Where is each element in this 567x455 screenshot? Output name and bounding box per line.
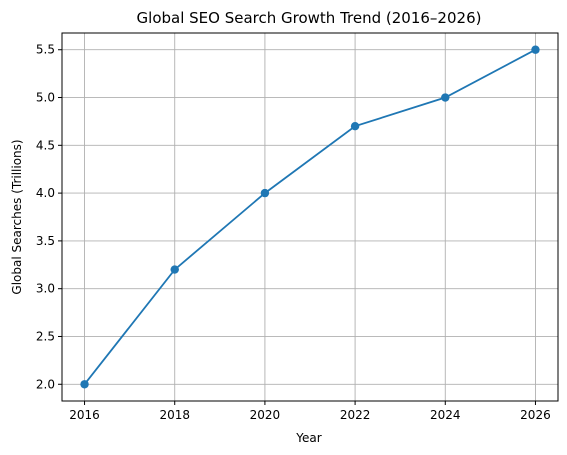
y-tick-label: 2.5 [36, 329, 55, 343]
series-line [83, 48, 536, 385]
data-point [260, 188, 270, 198]
y-tick-label: 3.5 [36, 234, 55, 248]
y-tick-label: 5.0 [36, 91, 55, 105]
y-tick-label: 4.0 [36, 186, 55, 200]
plot-frame [61, 32, 559, 402]
data-point [350, 121, 360, 131]
data-point [170, 265, 179, 274]
x-tick-label: 2020 [250, 408, 281, 422]
data-point [80, 380, 89, 389]
x-axis-label: Year [295, 431, 321, 445]
data-point [531, 45, 540, 54]
y-tick-label: 5.5 [36, 43, 55, 57]
chart-title: Global SEO Search Growth Trend (2016–202… [137, 9, 482, 27]
x-tick-label: 2026 [520, 408, 551, 422]
grid [62, 33, 558, 401]
plot-series [80, 45, 540, 389]
data-point [441, 93, 450, 102]
x-tick-label: 2022 [340, 408, 371, 422]
x-axis-ticks: 2016 2018 2020 2022 2024 2026 [69, 401, 551, 422]
y-tick-label: 4.5 [36, 138, 55, 152]
y-tick-label: 2.0 [36, 377, 55, 391]
x-tick-label: 2018 [159, 408, 190, 422]
y-axis-ticks: 2.0 2.5 3.0 3.5 4.0 4.5 5.0 5.5 [36, 43, 62, 391]
y-axis-label: Global Searches (Trillions) [10, 139, 24, 294]
x-tick-label: 2016 [69, 408, 100, 422]
y-tick-label: 3.0 [36, 282, 55, 296]
x-tick-label: 2024 [430, 408, 461, 422]
